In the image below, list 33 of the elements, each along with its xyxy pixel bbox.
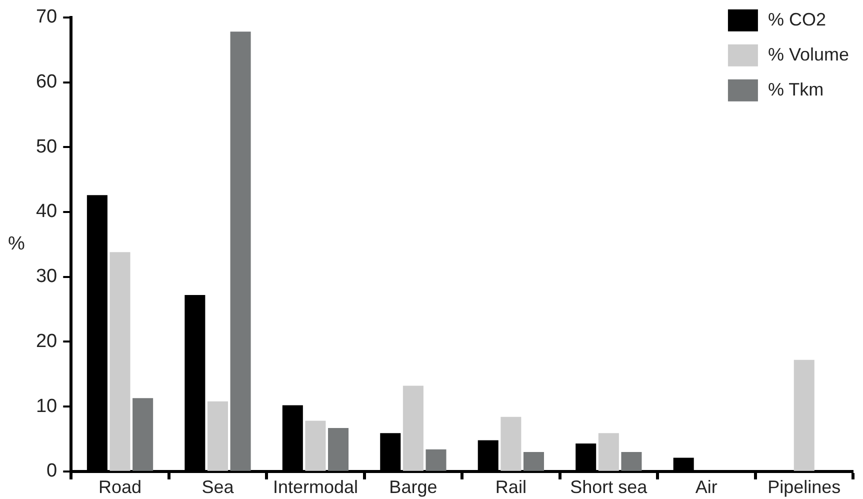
x-tick-label: Short sea: [570, 477, 648, 498]
bar: [426, 449, 446, 471]
y-tick-label: 40: [36, 201, 58, 222]
y-tick-label: 30: [36, 266, 58, 288]
x-tick-label: Intermodal: [272, 477, 358, 498]
bar: [207, 401, 228, 471]
y-tick-label: 60: [36, 71, 58, 92]
bar: [598, 433, 619, 471]
bar: [402, 386, 424, 471]
x-tick-label: Pipelines: [768, 477, 841, 498]
bar: [523, 452, 544, 471]
x-tick-label: Road: [98, 477, 142, 498]
y-tick-label: 50: [36, 136, 58, 158]
y-tick-label: 70: [36, 6, 58, 28]
y-tick-label: 20: [36, 330, 58, 352]
y-tick-label: 10: [36, 396, 58, 417]
bar: [305, 420, 326, 471]
legend-label: % Volume: [768, 44, 850, 64]
bar: [328, 428, 349, 471]
legend-label: % Tkm: [768, 79, 824, 100]
bar: [230, 32, 251, 471]
y-axis-title: %: [8, 234, 25, 255]
bar: [110, 252, 130, 471]
y-tick-label: 0: [46, 460, 58, 482]
x-tick-label: Sea: [202, 477, 235, 498]
legend-label: % CO2: [768, 9, 826, 30]
bar: [794, 360, 814, 471]
x-tick-label: Barge: [389, 477, 438, 498]
bar: [500, 416, 522, 471]
bar: [621, 452, 642, 471]
x-tick-label: Air: [695, 477, 718, 498]
x-tick-label: Rail: [495, 477, 526, 498]
bar: [132, 398, 154, 471]
